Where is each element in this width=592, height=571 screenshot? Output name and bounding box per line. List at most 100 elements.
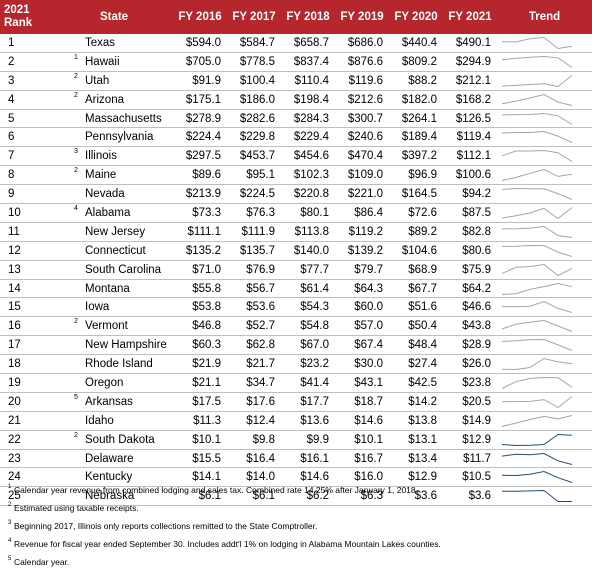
- value-cell-fy2018: $77.7: [281, 260, 335, 280]
- value-cell-fy2018: $102.3: [281, 165, 335, 186]
- value-cell-fy2018: $14.6: [281, 467, 335, 488]
- value-cell-fy2020: $67.7: [389, 279, 443, 299]
- value-cell-fy2019: $64.3: [335, 279, 389, 299]
- table-row: 4 2 Arizona $175.1 $186.0 $198.4 $212.6 $182.0 $…: [0, 90, 592, 110]
- value-cell-fy2016: $55.8: [173, 279, 227, 299]
- rank-cell: 19: [0, 373, 55, 393]
- value-cell-fy2019: $212.6: [335, 90, 389, 110]
- rank-cell: 2: [0, 52, 55, 72]
- rank-cell: 22: [0, 430, 55, 450]
- trend-line: [501, 188, 573, 201]
- state-name: Vermont: [85, 320, 128, 333]
- trend-line: [501, 395, 573, 408]
- value-cell-fy2016: $17.5: [173, 392, 227, 412]
- rank-cell: 21: [0, 411, 55, 431]
- footnote-mark: 1: [8, 484, 12, 490]
- trend-sparkline: [501, 471, 573, 484]
- value-cell-fy2019: $10.1: [335, 430, 389, 450]
- state-cell: Nebraska: [55, 486, 173, 507]
- footnote-marker: 3: [74, 148, 78, 156]
- trend-line: [501, 320, 573, 333]
- state-cell: 2 Maine: [55, 165, 173, 186]
- state-cell: 2 Utah: [55, 71, 173, 91]
- table-row: 21 Idaho $11.3 $12.4 $13.6 $14.6 $13.8 $14.9: [0, 411, 592, 431]
- trend-sparkline: [501, 207, 573, 220]
- trend-cell: [497, 260, 592, 280]
- state-cell: Connecticut: [55, 241, 173, 261]
- header-fy-2018: FY 2018: [281, 0, 335, 34]
- value-cell-fy2021: $87.5: [443, 203, 497, 223]
- trend-cell: [497, 71, 592, 91]
- value-cell-fy2019: $240.6: [335, 127, 389, 148]
- value-cell-fy2018: $454.6: [281, 146, 335, 167]
- value-cell-fy2019: $109.0: [335, 165, 389, 186]
- value-cell-fy2017: $62.8: [227, 335, 281, 356]
- table-row: 7 3 Illinois $297.5 $453.7 $454.6 $470.4 $397.2…: [0, 146, 592, 167]
- value-cell-fy2018: $16.1: [281, 449, 335, 469]
- table-row: 2 1 Hawaii $705.0 $778.5 $837.4 $876.6 $809.2 $2…: [0, 52, 592, 72]
- value-cell-fy2018: $6.2: [281, 486, 335, 507]
- state-name: Alabama: [85, 206, 131, 219]
- trend-cell: [497, 354, 592, 375]
- table-row: 19 Oregon $21.1 $34.7 $41.4 $43.1 $42.5 $23.8: [0, 373, 592, 393]
- rank-cell: 11: [0, 222, 55, 242]
- value-cell-fy2020: $27.4: [389, 354, 443, 375]
- value-cell-fy2017: $76.3: [227, 203, 281, 223]
- state-cell: Kentucky: [55, 467, 173, 488]
- table-row: 24 Kentucky $14.1 $14.0 $14.6 $16.0 $12.9 $10.5: [0, 467, 592, 488]
- trend-line: [501, 282, 573, 295]
- value-cell-fy2018: $23.2: [281, 354, 335, 375]
- value-cell-fy2017: $95.1: [227, 165, 281, 186]
- rank-cell: 24: [0, 467, 55, 488]
- trend-cell: [497, 335, 592, 356]
- trend-line: [501, 74, 573, 87]
- value-cell-fy2017: $135.7: [227, 241, 281, 261]
- trend-cell: [497, 52, 592, 72]
- value-cell-fy2021: $64.2: [443, 279, 497, 299]
- value-cell-fy2018: $54.3: [281, 297, 335, 318]
- trend-sparkline: [501, 150, 573, 163]
- value-cell-fy2016: $14.1: [173, 467, 227, 488]
- value-cell-fy2020: $68.9: [389, 260, 443, 280]
- value-cell-fy2021: $119.4: [443, 127, 497, 148]
- rank-cell: 10: [0, 203, 55, 223]
- value-cell-fy2020: $13.4: [389, 449, 443, 469]
- table-row: 12 Connecticut $135.2 $135.7 $140.0 $139.2 $10…: [0, 241, 592, 261]
- value-cell-fy2020: $50.4: [389, 316, 443, 337]
- trend-line: [501, 55, 573, 68]
- value-cell-fy2021: $10.5: [443, 467, 497, 488]
- value-cell-fy2018: $80.1: [281, 203, 335, 223]
- trend-line: [501, 414, 573, 427]
- revenue-table: 2021 Rank State FY 2016 FY 2017 FY 2018 …: [0, 0, 592, 507]
- value-cell-fy2021: $294.9: [443, 52, 497, 72]
- footnote-marker: 4: [74, 205, 78, 213]
- value-cell-fy2020: $12.9: [389, 467, 443, 488]
- rank-cell: 12: [0, 241, 55, 261]
- value-cell-fy2020: $189.4: [389, 127, 443, 148]
- value-cell-fy2021: $490.1: [443, 34, 497, 53]
- value-cell-fy2020: $164.5: [389, 184, 443, 205]
- state-name: Nebraska: [85, 490, 135, 503]
- rank-cell: 13: [0, 260, 55, 280]
- trend-sparkline: [501, 301, 573, 314]
- rank-cell: 6: [0, 127, 55, 148]
- footnote: 4 Revenue for fiscal year ended September…: [8, 535, 588, 553]
- value-cell-fy2020: $96.9: [389, 165, 443, 186]
- table-row: 22 2 South Dakota $10.1 $9.8 $9.9 $10.1 $13.1 $1…: [0, 430, 592, 450]
- value-cell-fy2017: $76.9: [227, 260, 281, 280]
- trend-line: [501, 452, 573, 465]
- footnote: 5 Calendar year.: [8, 553, 588, 571]
- value-cell-fy2019: $43.1: [335, 373, 389, 393]
- trend-line: [501, 112, 573, 125]
- value-cell-fy2021: $75.9: [443, 260, 497, 280]
- value-cell-fy2016: $11.3: [173, 411, 227, 431]
- value-cell-fy2016: $15.5: [173, 449, 227, 469]
- value-cell-fy2019: $119.6: [335, 71, 389, 91]
- value-cell-fy2016: $175.1: [173, 90, 227, 110]
- state-cell: New Jersey: [55, 222, 173, 242]
- state-cell: Massachusetts: [55, 109, 173, 129]
- trend-cell: [497, 430, 592, 450]
- trend-cell: [497, 34, 592, 53]
- value-cell-fy2017: $12.4: [227, 411, 281, 431]
